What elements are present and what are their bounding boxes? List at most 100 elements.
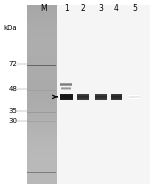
Bar [27,143,57,144]
Bar [27,183,57,184]
Bar [27,179,57,180]
Bar [27,149,57,150]
Bar [27,17,57,18]
Bar [61,89,71,90]
Bar [27,90,56,91]
Bar [27,5,57,6]
Bar [27,172,56,173]
Bar [27,26,57,27]
Bar [27,140,57,141]
Bar [27,65,57,66]
Bar [27,50,57,51]
Bar [27,169,57,170]
Text: 1: 1 [64,4,69,13]
Bar [27,144,57,145]
Text: 2: 2 [80,4,85,13]
Bar [27,14,57,15]
Bar [27,136,57,137]
Bar [27,30,57,31]
Bar [27,109,57,110]
Bar [27,176,57,177]
Bar [27,93,57,94]
Bar [27,170,57,171]
Bar [27,158,57,159]
Bar [27,76,57,77]
Bar [27,59,57,60]
Bar [27,165,57,166]
Bar [77,98,89,99]
Bar [27,135,57,136]
Bar [77,94,89,95]
Bar [27,157,57,158]
Bar [27,62,57,63]
Bar [27,126,57,127]
Bar [27,113,57,114]
Bar [27,116,57,117]
Bar [77,97,89,98]
Bar [111,98,122,99]
Bar [27,161,57,162]
Bar [60,99,73,100]
Bar [27,48,57,49]
Bar [27,23,57,24]
Bar [27,65,56,66]
Bar [27,80,57,81]
Text: 30: 30 [8,118,17,124]
Bar [57,5,150,184]
Bar [27,125,57,126]
Bar [27,99,57,100]
Bar [27,18,57,19]
Bar [27,124,57,125]
Bar [27,61,57,62]
Bar [27,56,57,57]
Bar [27,146,57,147]
Bar [129,95,140,96]
Bar [27,133,57,134]
Bar [27,38,57,39]
Bar [27,159,57,160]
Bar [77,96,89,97]
Bar [27,21,57,22]
Bar [27,8,57,9]
Bar [27,152,57,153]
Bar [27,151,57,152]
Bar [27,94,57,95]
Bar [27,174,57,175]
Bar [27,34,57,35]
Bar [27,69,57,70]
Bar [27,54,57,55]
Bar [27,43,57,44]
Bar [27,66,57,67]
Bar [27,119,57,120]
Bar [27,141,57,142]
Bar [27,7,57,8]
Bar [27,172,56,173]
Bar [27,71,57,72]
Bar [27,97,57,98]
Bar [27,131,57,132]
Bar [27,40,57,41]
Text: 48: 48 [8,86,17,92]
Bar [27,72,57,73]
Bar [27,96,57,97]
Bar [27,65,56,66]
Bar [27,129,57,130]
Bar [77,95,89,96]
Bar [27,132,57,133]
Text: 72: 72 [8,61,17,67]
Bar [27,181,57,182]
Bar [27,172,56,173]
Bar [27,42,57,43]
Bar [27,167,57,168]
Bar [27,172,57,173]
Bar [27,134,57,135]
Bar [111,99,122,100]
Bar [27,31,57,32]
Bar [27,107,57,108]
Bar [27,150,57,151]
Bar [27,44,57,45]
Bar [27,65,56,66]
Bar [111,94,122,95]
Bar [27,102,57,103]
Bar [60,96,73,97]
